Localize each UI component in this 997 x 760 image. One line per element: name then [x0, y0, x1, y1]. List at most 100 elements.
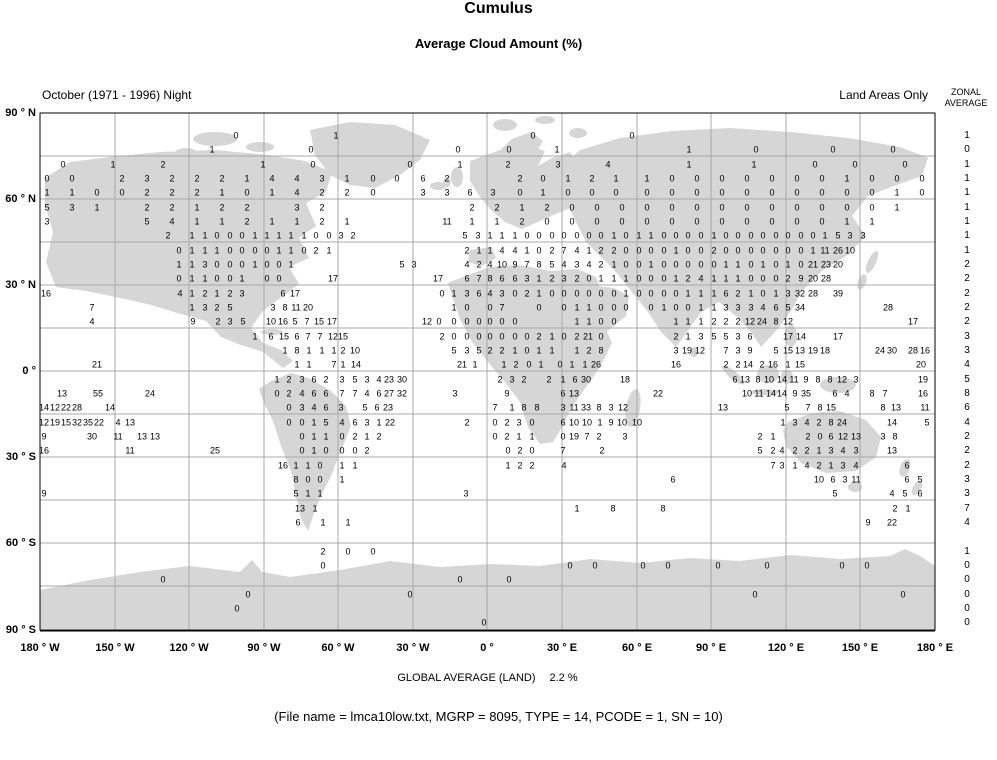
grid-cell-value: 1	[189, 259, 195, 270]
grid-cell-value: 3	[227, 316, 233, 327]
grid-cell-value: 0	[436, 316, 442, 327]
grid-cell-value: 1	[44, 187, 50, 198]
grid-cell-value: 1	[574, 302, 580, 313]
grid-cell-value: 0	[644, 202, 650, 213]
grid-cell-value: 26	[832, 245, 844, 256]
grid-cell-value: 0	[227, 273, 233, 284]
grid-cell-value: 11	[920, 402, 930, 413]
grid-cell-value: 21	[91, 359, 103, 370]
grid-cell-value: 0	[457, 574, 463, 585]
grid-cell-value: 13	[294, 503, 306, 514]
land-japan	[857, 274, 867, 290]
grid-cell-value: 0	[769, 202, 775, 213]
grid-cell-value: 0	[817, 431, 823, 442]
grid-cell-value: 39	[832, 288, 844, 299]
grid-cell-value: 0	[512, 288, 518, 299]
grid-cell-value: 0	[711, 259, 717, 270]
grid-cell-value: 5	[476, 345, 482, 356]
grid-cell-value: 0	[214, 230, 220, 241]
grid-cell-value: 0	[536, 302, 542, 313]
grid-cell-value: 19	[568, 431, 580, 442]
grid-cell-value: 2	[144, 187, 150, 198]
grid-cell-value: 35	[800, 388, 812, 399]
grid-cell-value: 1	[340, 359, 346, 370]
grid-cell-value: 1	[269, 187, 275, 198]
grid-cell-value: 1	[194, 202, 200, 213]
grid-cell-value: 32	[71, 417, 83, 428]
land-new-zealand	[911, 480, 923, 496]
grid-cell-value: 2	[319, 187, 325, 198]
grid-cell-value: 12	[694, 345, 706, 356]
grid-cell-value: 3	[420, 187, 426, 198]
grid-cell-value: 0	[902, 159, 908, 170]
grid-cell-value: 17	[832, 331, 844, 342]
grid-cell-value: 5	[240, 316, 246, 327]
grid-cell-value: 4	[804, 460, 810, 471]
grid-cell-value: 0	[274, 388, 280, 399]
land-arabia	[580, 285, 629, 333]
grid-cell-value: 2	[144, 202, 150, 213]
zonal-average-value: 1	[964, 187, 970, 198]
grid-cell-value: 2	[599, 445, 605, 456]
grid-cell-value: 5	[917, 474, 923, 485]
grid-cell-value: 0	[529, 417, 535, 428]
longitude-tick-label: 120 ° W	[169, 642, 209, 654]
grid-cell-value: 1	[894, 202, 900, 213]
grid-cell-value: 1	[822, 230, 828, 241]
grid-cell-value: 2	[286, 388, 292, 399]
grid-cell-value: 1	[305, 460, 311, 471]
grid-cell-value: 0	[869, 187, 875, 198]
grid-cell-value: 3	[560, 402, 566, 413]
longitude-tick-label: 180 ° E	[916, 642, 954, 654]
grid-cell-value: 8	[869, 388, 875, 399]
grid-cell-value: 3	[509, 374, 515, 385]
grid-cell-value: 1	[505, 460, 511, 471]
grid-cell-value: 3	[524, 273, 530, 284]
grid-cell-value: 14	[776, 388, 788, 399]
grid-cell-value: 0	[869, 173, 875, 184]
zonal-average-header-line2: AVERAGE	[944, 98, 988, 108]
grid-cell-value: 1	[293, 460, 299, 471]
grid-cell-value: 1	[252, 331, 258, 342]
grid-cell-value: 13	[56, 388, 68, 399]
grid-cell-value: 0	[673, 302, 679, 313]
grid-cell-value: 7	[499, 302, 505, 313]
grid-cell-value: 3	[574, 259, 580, 270]
grid-cell-value: 0	[305, 474, 311, 485]
grid-cell-value: 4	[299, 388, 305, 399]
grid-cell-value: 0	[544, 216, 550, 227]
grid-cell-value: 1	[597, 417, 603, 428]
grid-cell-value: 2	[376, 431, 382, 442]
grid-cell-value: 9	[504, 388, 510, 399]
grid-cell-value: 1	[294, 216, 300, 227]
grid-cell-value: 3	[608, 402, 614, 413]
grid-cell-value: 4	[294, 187, 300, 198]
grid-cell-value: 3	[840, 460, 846, 471]
grid-cell-value: 1	[282, 345, 288, 356]
grid-cell-value: 2	[685, 273, 691, 284]
land-scandinavia	[497, 132, 543, 173]
grid-cell-value: 5	[711, 331, 717, 342]
grid-cell-value: 1	[894, 187, 900, 198]
grid-cell-value: 1	[516, 431, 522, 442]
grid-cell-value: 15	[313, 316, 325, 327]
grid-cell-value: 0	[536, 230, 542, 241]
grid-cell-value: 0	[586, 273, 592, 284]
grid-cell-value: 0	[661, 245, 667, 256]
grid-cell-value: 0	[723, 245, 729, 256]
grid-cell-value: 8	[660, 503, 666, 514]
grid-cell-value: 0	[560, 431, 566, 442]
grid-cell-value: 10	[813, 474, 825, 485]
grid-cell-value: 8	[596, 402, 602, 413]
grid-cell-value: 1	[326, 245, 332, 256]
zonal-average-value: 0	[964, 589, 970, 600]
grid-cell-value: 1	[202, 230, 208, 241]
grid-cell-value: 0	[753, 144, 759, 155]
grid-cell-value: 13	[149, 431, 161, 442]
grid-cell-value: 3	[860, 230, 866, 241]
grid-cell-value: 4	[464, 259, 470, 270]
grid-cell-value: 3	[842, 474, 848, 485]
zonal-average-value: 4	[964, 359, 970, 370]
grid-cell-value: 0	[890, 144, 896, 155]
grid-cell-value: 1	[711, 288, 717, 299]
